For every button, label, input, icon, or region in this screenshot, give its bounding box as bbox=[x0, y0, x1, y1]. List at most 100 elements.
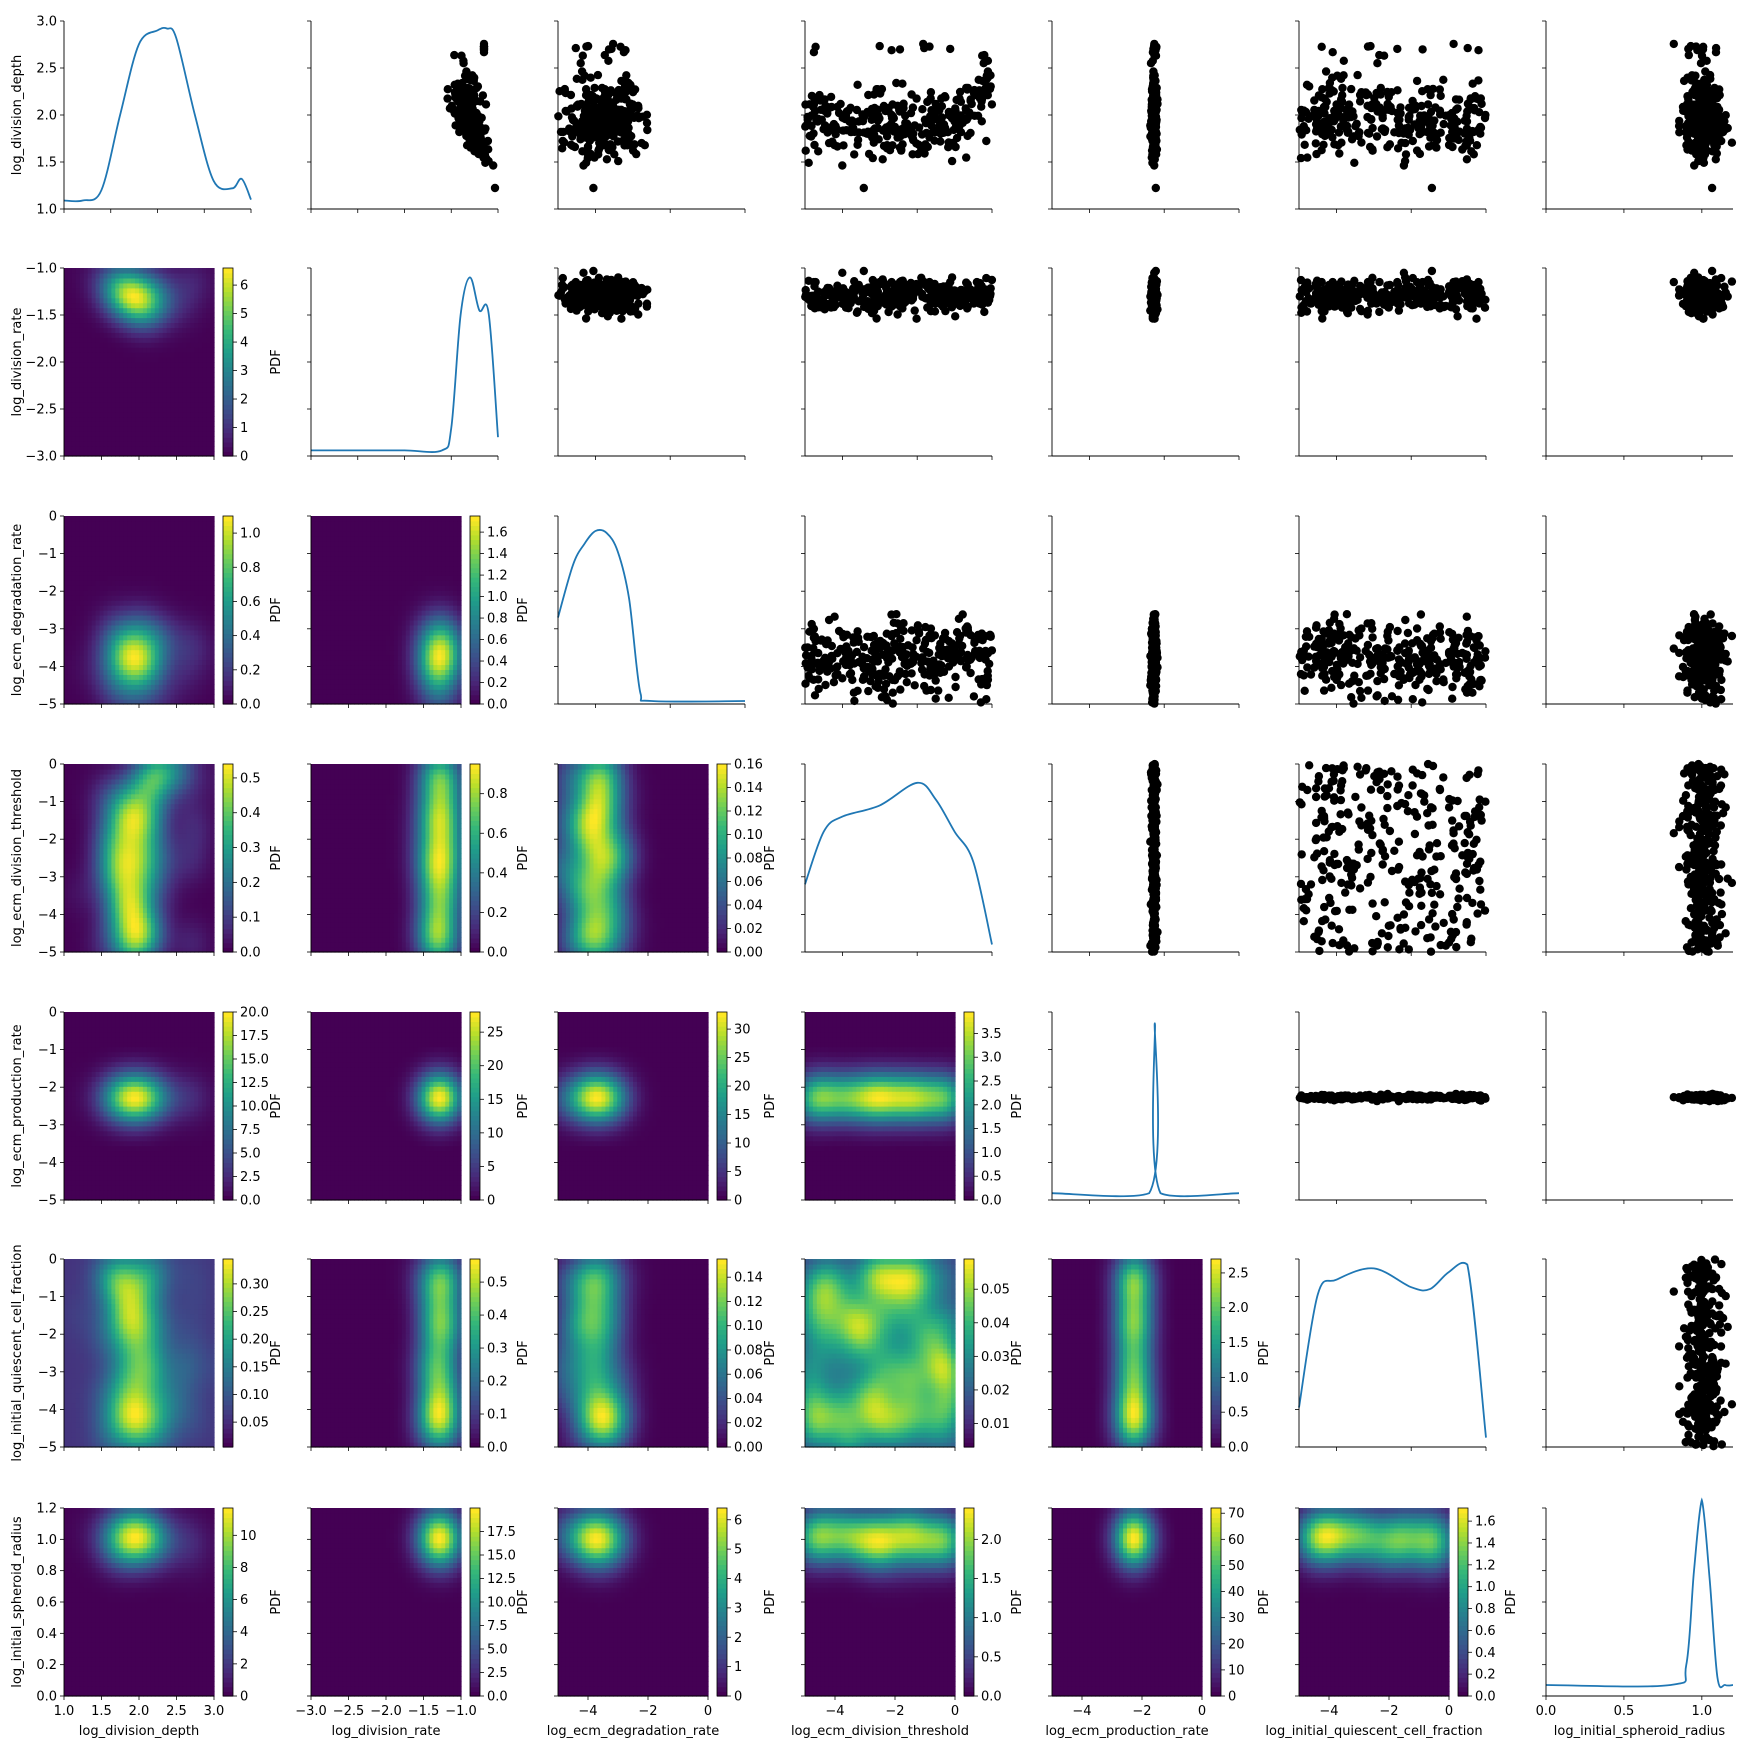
scatter-point bbox=[1307, 112, 1315, 120]
scatter-point bbox=[568, 132, 576, 140]
scatter-point bbox=[473, 129, 481, 137]
scatter-point bbox=[952, 96, 960, 104]
scatter-point bbox=[1338, 91, 1346, 99]
scatter-point bbox=[1329, 48, 1337, 56]
scatter-point bbox=[1393, 86, 1401, 94]
scatter-point bbox=[1367, 104, 1375, 112]
scatter-point bbox=[594, 71, 602, 79]
scatter-point bbox=[601, 85, 609, 93]
scatter-point bbox=[625, 134, 633, 142]
scatter-point bbox=[808, 92, 816, 100]
scatter-point bbox=[1465, 103, 1473, 111]
scatter-point bbox=[956, 88, 964, 96]
scatter-point bbox=[1351, 122, 1359, 130]
scatter-point bbox=[479, 91, 487, 99]
scatter-point bbox=[568, 142, 576, 150]
y-tick-label: 1.5 bbox=[36, 156, 57, 171]
scatter-point bbox=[1376, 103, 1384, 111]
scatter-point bbox=[909, 136, 917, 144]
scatter-point bbox=[463, 114, 471, 122]
scatter-point bbox=[827, 126, 835, 134]
subplot-0-4 bbox=[1048, 21, 1239, 213]
scatter-point bbox=[621, 46, 629, 54]
scatter-point bbox=[610, 124, 618, 132]
scatter-point bbox=[953, 134, 961, 142]
scatter-point bbox=[1347, 85, 1355, 93]
scatter-point bbox=[1396, 109, 1404, 117]
scatter-point bbox=[572, 44, 580, 52]
scatter-point bbox=[1353, 71, 1361, 79]
scatter-point bbox=[1339, 71, 1347, 79]
scatter-point bbox=[1312, 139, 1320, 147]
scatter-point bbox=[1464, 44, 1472, 52]
scatter-point bbox=[927, 88, 935, 96]
scatter-point bbox=[1439, 76, 1447, 84]
scatter-point bbox=[1383, 143, 1391, 151]
scatter-point bbox=[823, 109, 831, 117]
scatter-point bbox=[963, 132, 971, 140]
scatter-point bbox=[1337, 122, 1345, 130]
scatter-point bbox=[1411, 102, 1419, 110]
scatter-point bbox=[1448, 128, 1456, 136]
scatter-point bbox=[1333, 111, 1341, 119]
scatter-point bbox=[573, 102, 581, 110]
scatter-point bbox=[879, 155, 887, 163]
scatter-point bbox=[948, 157, 956, 165]
scatter-point bbox=[1149, 88, 1157, 96]
scatter-point bbox=[944, 143, 952, 151]
scatter-point bbox=[1320, 103, 1328, 111]
scatter-point bbox=[982, 137, 990, 145]
scatter-point bbox=[484, 157, 492, 165]
scatter-point bbox=[1303, 153, 1311, 161]
scatter-point bbox=[860, 184, 868, 192]
scatter-point bbox=[475, 150, 483, 158]
scatter-point bbox=[614, 157, 622, 165]
scatter-point bbox=[1152, 52, 1160, 60]
scatter-point bbox=[1322, 67, 1330, 75]
scatter-point bbox=[978, 52, 986, 60]
scatter-point bbox=[1350, 159, 1358, 167]
scatter-point bbox=[1430, 116, 1438, 124]
scatter-point bbox=[1728, 139, 1736, 147]
scatter-point bbox=[1463, 141, 1471, 149]
scatter-point bbox=[936, 103, 944, 111]
scatter-point bbox=[632, 150, 640, 158]
scatter-point bbox=[962, 153, 970, 161]
scatter-point bbox=[599, 141, 607, 149]
scatter-point bbox=[1436, 85, 1444, 93]
scatter-point bbox=[582, 42, 590, 50]
scatter-point bbox=[821, 102, 829, 110]
scatter-point bbox=[945, 108, 953, 116]
scatter-point bbox=[1473, 141, 1481, 149]
scatter-point bbox=[848, 116, 856, 124]
scatter-point bbox=[802, 147, 810, 155]
y-tick-label: 2.0 bbox=[36, 109, 57, 124]
scatter-point bbox=[576, 120, 584, 128]
scatter-point bbox=[814, 147, 822, 155]
scatter-point bbox=[930, 137, 938, 145]
scatter-point bbox=[1349, 112, 1357, 120]
scatter-point bbox=[579, 161, 587, 169]
scatter-point bbox=[1373, 132, 1381, 140]
scatter-point bbox=[1150, 114, 1158, 122]
scatter-point bbox=[1300, 106, 1308, 114]
scatter-point bbox=[622, 71, 630, 79]
scatter-point bbox=[583, 112, 591, 120]
scatter-point bbox=[1461, 117, 1469, 125]
scatter-point bbox=[1317, 126, 1325, 134]
scatter-point bbox=[588, 92, 596, 100]
scatter-point bbox=[1368, 145, 1376, 153]
scatter-point bbox=[1364, 90, 1372, 98]
scatter-point bbox=[899, 104, 907, 112]
scatter-point bbox=[896, 45, 904, 53]
scatter-point bbox=[918, 105, 926, 113]
scatter-point bbox=[1386, 103, 1394, 111]
scatter-point bbox=[1344, 129, 1352, 137]
scatter-point bbox=[480, 45, 488, 53]
scatter-point bbox=[576, 129, 584, 137]
scatter-point bbox=[830, 141, 838, 149]
scatter-point bbox=[887, 46, 895, 54]
scatter-point bbox=[1471, 92, 1479, 100]
scatter-point bbox=[1425, 142, 1433, 150]
